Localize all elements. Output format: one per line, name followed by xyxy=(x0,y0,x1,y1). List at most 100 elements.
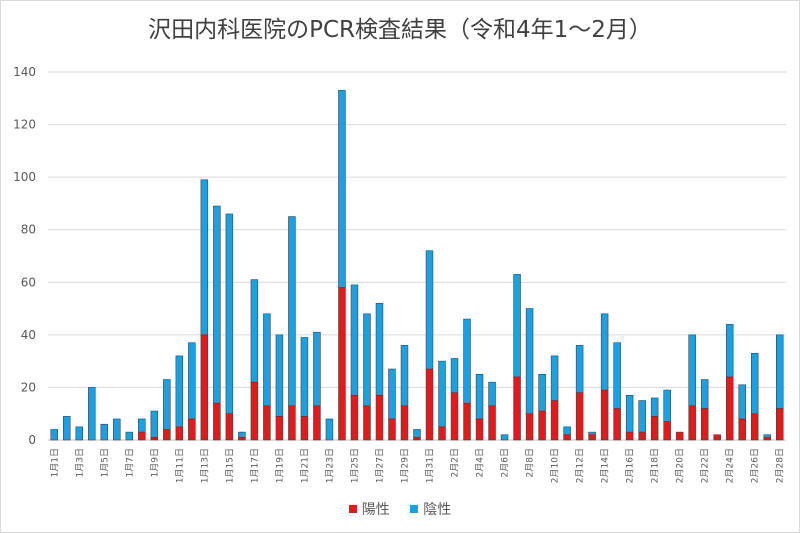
bar-negative xyxy=(725,324,734,378)
bar-positive xyxy=(375,395,384,441)
bar-negative xyxy=(763,434,771,438)
bar-negative xyxy=(188,342,196,420)
bar-positive xyxy=(613,408,621,441)
y-tick-label: 40 xyxy=(21,328,36,342)
bar-negative xyxy=(225,213,234,415)
bar-negative xyxy=(113,418,121,441)
bar-positive xyxy=(238,437,246,441)
bar-negative xyxy=(213,205,221,404)
bar-positive xyxy=(675,431,684,441)
bar-negative xyxy=(63,416,71,441)
y-tick-label: 0 xyxy=(28,433,36,447)
x-tick-label: 1月23日 xyxy=(324,448,335,483)
bar-positive xyxy=(625,431,634,441)
bar-positive xyxy=(575,392,584,441)
x-tick-label: 1月25日 xyxy=(349,448,360,483)
x-tick-label: 2月28日 xyxy=(775,448,786,483)
bar-negative xyxy=(88,387,96,441)
bar-positive xyxy=(350,395,359,441)
x-tick-label: 1月27日 xyxy=(374,448,385,483)
y-tick-label: 100 xyxy=(13,170,36,184)
bar-positive xyxy=(263,405,271,441)
bar-negative xyxy=(425,250,434,370)
bar-positive xyxy=(538,410,546,441)
bar-positive xyxy=(175,426,184,441)
bar-positive xyxy=(400,405,409,441)
bar-positive xyxy=(463,402,471,441)
x-tick-label: 1月11日 xyxy=(174,448,185,483)
bar-negative xyxy=(413,429,421,438)
bar-positive xyxy=(188,418,196,441)
bar-negative xyxy=(500,434,509,441)
bar-negative xyxy=(313,331,321,407)
bar-negative xyxy=(638,400,646,433)
bar-negative xyxy=(688,334,696,407)
bar-negative xyxy=(550,355,559,401)
x-tick-label: 1月1日 xyxy=(49,448,60,477)
bar-positive xyxy=(513,376,521,441)
bar-negative xyxy=(50,429,58,441)
y-tick-label: 120 xyxy=(13,118,36,132)
bar-positive xyxy=(550,400,559,441)
bar-negative xyxy=(150,410,159,438)
bar-positive xyxy=(475,418,484,441)
legend-item-negative: 陰性 xyxy=(410,499,451,519)
axes: 0 20 40 60 80 100 120 140 1月1日 1月3日 1月5日 1月7日 1月9日 1月… xyxy=(13,65,786,483)
bar-positive xyxy=(438,426,446,441)
bar-positive xyxy=(163,429,171,441)
bar-positive xyxy=(150,437,159,441)
bar-negative xyxy=(538,373,546,412)
y-tick-label: 60 xyxy=(21,275,36,289)
bar-positive xyxy=(425,368,434,441)
x-tick-label: 1月21日 xyxy=(299,448,310,483)
bar-positive xyxy=(688,405,696,441)
y-tick-label: 80 xyxy=(21,223,36,237)
x-tick-label: 1月3日 xyxy=(74,448,85,477)
bar-negative xyxy=(563,426,571,436)
x-tick-label: 2月24日 xyxy=(725,448,736,483)
x-tick-label: 2月16日 xyxy=(625,448,636,483)
bar-positive xyxy=(713,434,721,441)
y-tick-label: 140 xyxy=(13,65,36,79)
x-tick-label: 2月14日 xyxy=(600,448,611,483)
bar-negative xyxy=(750,352,759,415)
bar-positive xyxy=(200,334,209,441)
bar-positive xyxy=(363,405,371,441)
bar-positive xyxy=(700,408,709,441)
bar-positive xyxy=(725,376,734,441)
x-tick-label: 1月5日 xyxy=(99,448,110,477)
x-tick-label: 1月9日 xyxy=(149,448,160,477)
bar-positive xyxy=(313,405,321,441)
bar-negative xyxy=(475,373,484,420)
bar-negative xyxy=(400,345,409,407)
bar-positive xyxy=(738,418,746,441)
bar-positive xyxy=(750,413,759,441)
bar-positive xyxy=(213,402,221,441)
legend: 陽性 陰性 xyxy=(0,499,800,519)
legend-swatch-positive xyxy=(348,505,357,513)
bar-positive xyxy=(138,431,146,441)
bar-negative xyxy=(163,379,171,430)
x-tick-label: 1月19日 xyxy=(274,448,285,483)
x-tick-label: 1月17日 xyxy=(249,448,260,483)
x-tick-label: 2月22日 xyxy=(700,448,711,483)
legend-label-positive: 陽性 xyxy=(361,502,390,518)
bar-negative xyxy=(575,345,584,393)
bar-negative xyxy=(588,431,596,436)
bar-negative xyxy=(525,308,534,415)
bar-negative xyxy=(200,179,209,336)
bar-positive xyxy=(525,413,534,441)
x-tick-label: 2月18日 xyxy=(650,448,661,483)
x-tick-label: 2月20日 xyxy=(675,448,686,483)
bar-negative xyxy=(325,418,334,441)
bar-negative xyxy=(125,431,134,441)
bar-positive xyxy=(288,405,296,441)
bar-negative xyxy=(650,397,659,417)
y-tick-label: 20 xyxy=(21,380,36,394)
bar-negative xyxy=(600,313,609,391)
bar-negative xyxy=(75,426,84,441)
bar-negative xyxy=(776,334,784,409)
bar-negative xyxy=(275,334,284,417)
